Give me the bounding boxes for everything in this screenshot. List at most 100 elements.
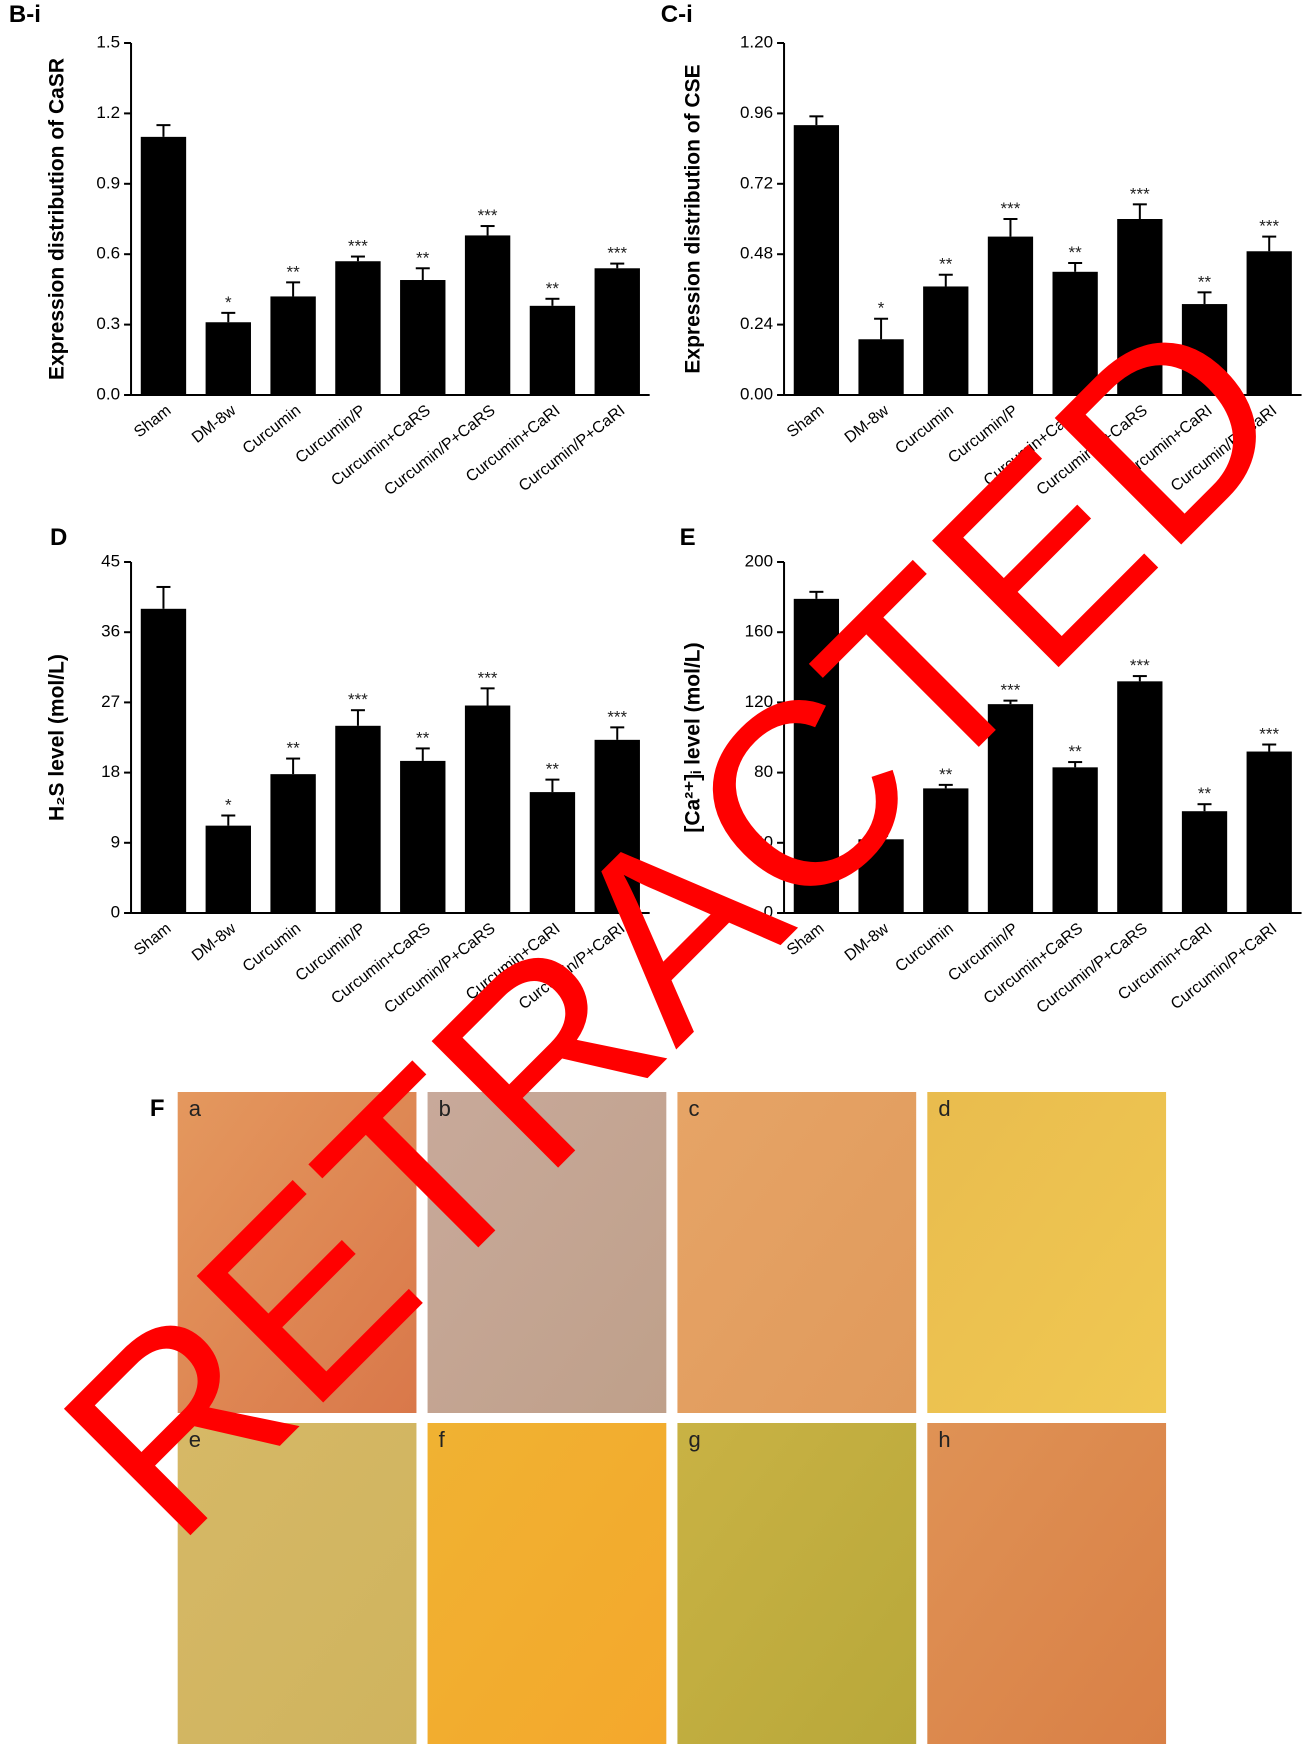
significance-label: *** [348,690,368,709]
significance-label: ** [416,728,430,747]
significance-label: *** [607,244,627,263]
x-tick-label: Sham [131,920,174,959]
significance-label: ** [939,765,953,784]
significance-label: *** [1259,725,1279,744]
y-tick-label: 0.3 [96,314,120,333]
significance-label: ** [546,760,560,779]
y-tick-label: 80 [754,762,773,781]
bar [529,792,576,913]
significance-label: ** [1198,272,1212,291]
panel-label: F [150,1095,165,1122]
image-label: g [689,1427,701,1452]
bar [793,125,840,395]
x-tick-label: Curcumin/P+CaRS [1034,920,1151,1017]
y-tick-label: 9 [111,832,120,851]
significance-label: ** [1198,784,1212,803]
bar [400,760,446,913]
y-tick-label: 1.20 [740,32,773,51]
significance-label: *** [607,707,627,726]
micrograph [927,1423,1167,1744]
bar [464,235,511,395]
significance-label: *** [348,237,368,256]
bar [1246,251,1292,395]
image-label: b [439,1096,451,1121]
bar [464,705,511,913]
significance-label: ** [1069,742,1083,761]
y-tick-label: 0 [764,902,773,921]
bar [793,598,840,913]
y-tick-label: 0.48 [740,244,773,263]
bar [270,296,316,395]
significance-label: ** [939,255,953,274]
significance-label: *** [1001,681,1021,700]
bar [1117,681,1163,913]
bar [140,608,187,913]
x-tick-label: DM-8w [189,920,240,965]
significance-label: ** [546,279,560,298]
significance-label: ** [286,262,300,281]
micrograph [677,1423,917,1744]
significance-label: *** [1130,656,1150,675]
y-tick-label: 36 [101,622,120,641]
x-tick-label: DM-8w [842,402,893,447]
significance-label: *** [1130,184,1150,203]
y-tick-label: 0.24 [740,314,773,333]
significance-label: * [225,293,232,312]
x-tick-label: Curcumin [892,920,956,976]
y-tick-label: 27 [101,692,120,711]
significance-label: *** [478,668,498,687]
significance-label: ** [286,739,300,758]
y-tick-label: 0.6 [96,244,120,263]
significance-label: *** [478,206,498,225]
bar [205,322,251,395]
image-label: c [689,1096,700,1121]
bar [1181,304,1228,395]
micrograph [177,1423,417,1744]
significance-label: ** [1069,243,1083,262]
bar [335,261,381,395]
y-tick-label: 1.5 [96,32,120,51]
bar [1246,751,1292,913]
x-tick-label: DM-8w [189,402,240,447]
micrograph [177,1092,417,1413]
x-tick-label: Curcumin [240,920,304,976]
y-tick-label: 40 [754,832,773,851]
bar [529,305,576,395]
image-label: h [938,1427,950,1452]
y-axis-label: Expression distribution of CSE [682,64,705,373]
bar [205,825,251,913]
y-axis-label: [Ca²⁺]ᵢ level (mol/L) [682,642,705,832]
y-tick-label: 0.0 [96,384,120,403]
y-tick-label: 0.96 [740,103,773,122]
bar [1052,767,1098,913]
y-tick-label: 0.9 [96,173,120,192]
panel-label: E [680,524,696,551]
x-tick-label: Curcumin/P+CaRI [1168,920,1280,1013]
bar [140,136,187,395]
image-label: e [189,1427,201,1452]
bar [1052,271,1098,395]
bar [987,236,1034,395]
image-label: f [439,1427,446,1452]
bar [594,268,640,395]
x-tick-label: Curcumin/P+CaRI [516,402,628,495]
bar [858,839,904,913]
y-tick-label: 0 [111,902,120,921]
significance-label: *** [1001,199,1021,218]
y-tick-label: 18 [101,762,120,781]
y-tick-label: 1.2 [96,103,120,122]
bar [400,280,446,395]
micrograph [427,1092,667,1413]
bar [270,774,316,913]
bar [594,739,640,913]
panel-label: D [50,524,67,551]
bar [1117,219,1163,395]
micrograph [427,1423,667,1744]
x-tick-label: Sham [784,402,827,441]
micrograph [677,1092,917,1413]
y-axis-label: Expression distribution of CaSR [45,58,68,380]
bar [923,788,969,913]
significance-label: *** [1259,217,1279,236]
bar [858,339,904,395]
